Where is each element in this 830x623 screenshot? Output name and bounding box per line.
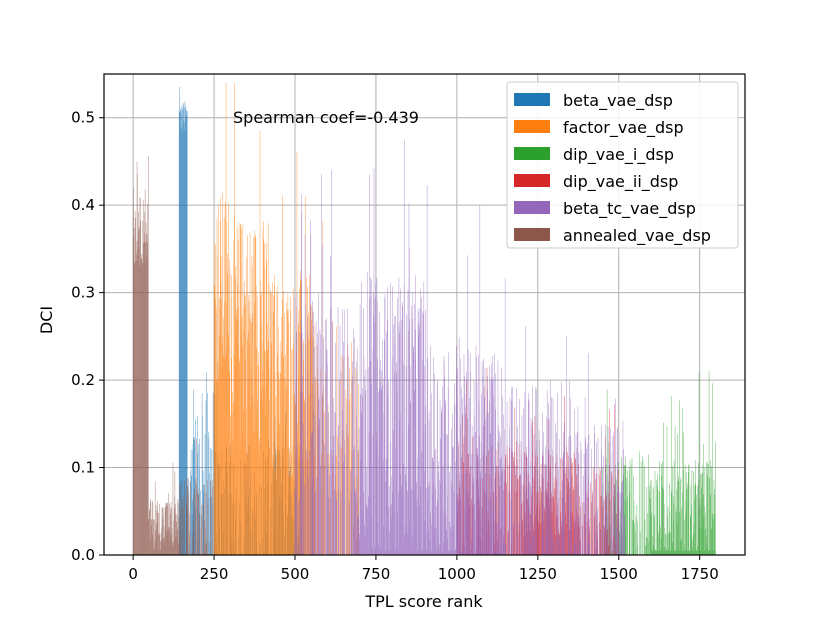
y-tick-label: 0.5: [71, 109, 95, 127]
x-axis-label: TPL score rank: [364, 592, 483, 611]
x-tick-label: 750: [362, 565, 391, 583]
legend-label: beta_tc_vae_dsp: [563, 199, 696, 219]
y-axis-label: DCI: [37, 306, 56, 334]
y-tick-label: 0.4: [71, 196, 95, 214]
bars: [132, 82, 716, 556]
x-tick-label: 1750: [681, 565, 719, 583]
x-tick-label: 1000: [438, 565, 476, 583]
x-tick-label: 0: [128, 565, 138, 583]
legend-swatch: [514, 174, 550, 187]
legend-label: dip_vae_i_dsp: [563, 145, 674, 165]
x-tick-label: 500: [281, 565, 310, 583]
x-tick-label: 1250: [519, 565, 557, 583]
legend-swatch: [514, 147, 550, 160]
legend-label: dip_vae_ii_dsp: [563, 172, 678, 192]
y-tick-label: 0.3: [71, 284, 95, 302]
spearman-annotation: Spearman coef=-0.439: [233, 108, 419, 127]
x-tick-label: 250: [200, 565, 229, 583]
legend-label: factor_vae_dsp: [563, 118, 684, 138]
y-tick-label: 0.0: [71, 546, 95, 564]
legend: beta_vae_dsp factor_vae_dsp dip_vae_i_dspd…: [506, 81, 739, 249]
axes-frame: [103, 73, 746, 556]
legend-box: [506, 81, 739, 249]
legend-swatch: [514, 228, 550, 241]
legend-label: annealed_vae_dsp: [563, 226, 711, 246]
legend-swatch: [514, 120, 550, 133]
y-axis-ticks: 0.0 0.1 0.2 0.3 0.4 0.5: [71, 109, 104, 564]
series-factor_vae_dsp: [213, 82, 360, 556]
legend-swatch: [514, 93, 550, 106]
series-beta_tc_vae_dsp: [294, 140, 625, 556]
legend-swatch: [514, 201, 550, 214]
y-tick-label: 0.2: [71, 371, 95, 389]
x-tick-label: 1500: [600, 565, 638, 583]
x-axis-ticks: 0 250 500 750 1000 1250 1500 1750: [128, 555, 719, 583]
series-annealed_vae_dsp: [132, 156, 213, 556]
y-tick-label: 0.1: [71, 459, 95, 477]
legend-label: beta_vae_dsp: [563, 91, 673, 111]
